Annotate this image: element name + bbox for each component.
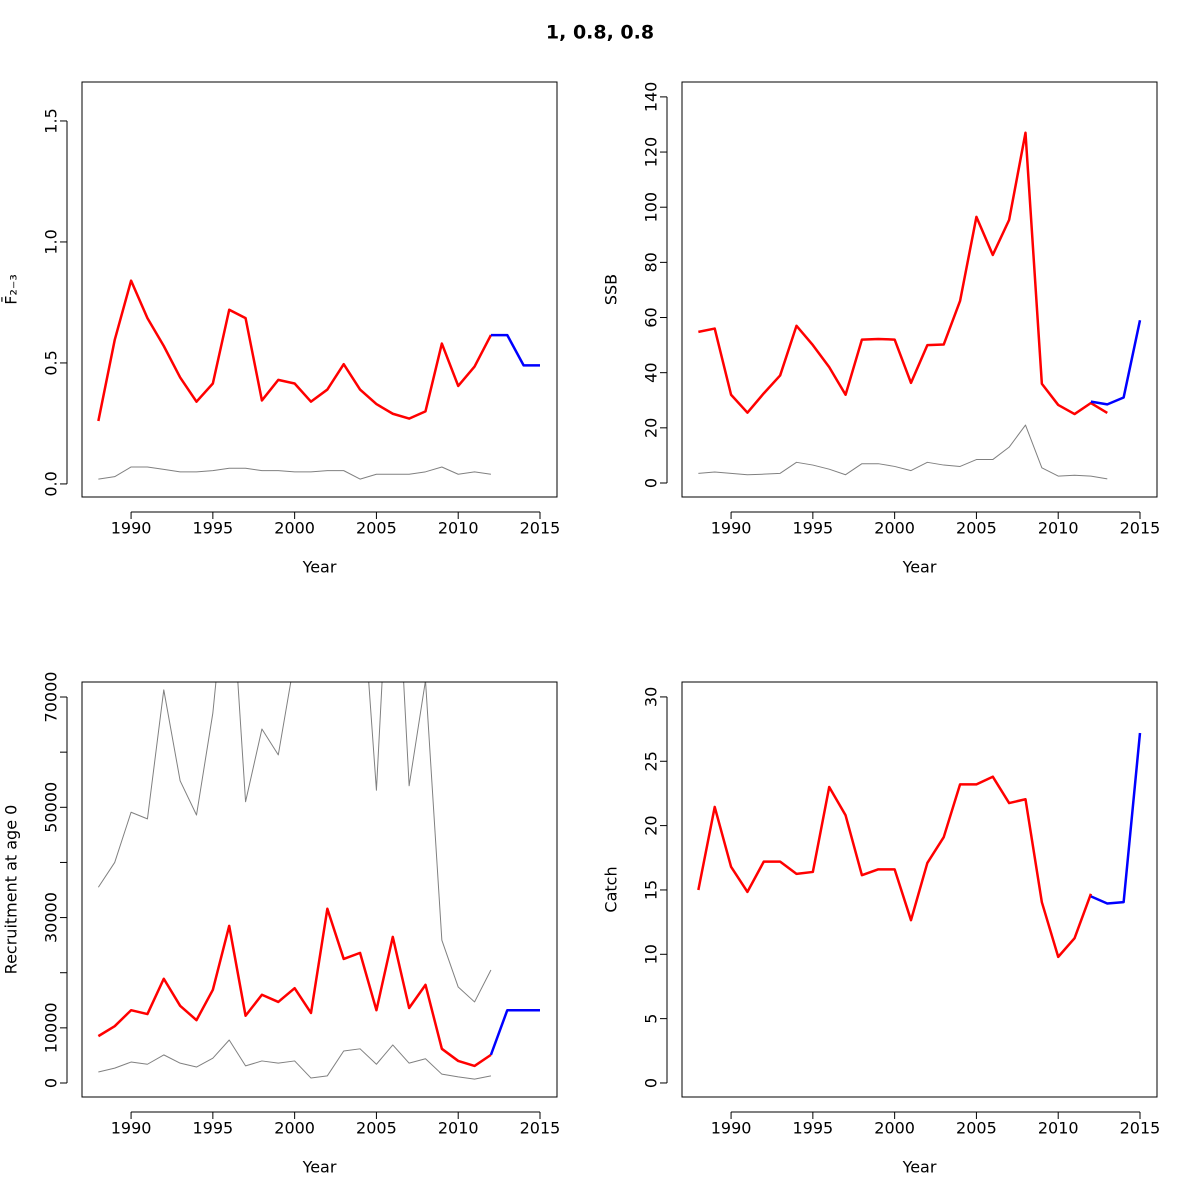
y-tick-label: 70000 [42,672,61,723]
y-tick-label: 50000 [42,782,61,833]
y-tick-label: 140 [642,82,661,113]
x-tick-label: 2005 [356,1119,397,1138]
x-tick-label: 1990 [111,519,152,538]
x-tick-label: 1995 [792,1119,833,1138]
plot-area [698,131,1142,480]
x-axis-label: Year [302,1158,337,1177]
plot-box [681,681,1158,1098]
x-tick-label: 1995 [192,1119,233,1138]
y-tick-label: 5 [642,1014,661,1024]
x-axis-label: Year [902,558,937,577]
y-tick-label: 40 [642,362,661,382]
x-tick-label: 2010 [1038,1119,1079,1138]
y-tick-label: 10000 [42,1002,61,1053]
y-axis-label: Recruitment at age 0 [2,805,21,975]
y-tick-label: 20 [642,418,661,438]
x-tick-label: 2005 [356,519,397,538]
x-tick-label: 1990 [711,1119,752,1138]
x-tick-label: 2005 [956,519,997,538]
y-tick-label: 0 [642,1078,661,1088]
y-tick-label: 1.0 [42,229,61,254]
y-tick-label: 120 [642,137,661,168]
x-tick-label: 2000 [274,1119,315,1138]
data-line [97,907,492,1068]
plot-box [81,81,558,498]
data-line [97,682,492,1003]
y-tick-label: 0 [42,1078,61,1088]
y-tick-label: 1.5 [42,108,61,133]
data-line [698,424,1108,480]
y-tick-label: 15 [642,880,661,900]
data-line [489,1008,540,1056]
data-line [490,333,540,367]
x-tick-label: 2015 [1120,1119,1161,1138]
y-tick-label: 60 [642,307,661,327]
x-tick-label: 2015 [520,1119,561,1138]
y-tick-label: 0 [642,478,661,488]
x-tick-label: 2000 [874,1119,915,1138]
x-axis-label: Year [302,558,337,577]
y-axis-label: Catch [602,866,621,912]
y-tick-label: 100 [642,192,661,223]
y-tick-label: 0.0 [42,471,61,496]
y-axis-label: SSB [602,274,621,305]
data-line [98,466,491,480]
y-tick-label: 20 [642,815,661,835]
y-tick-label: 0.5 [42,350,61,375]
x-tick-label: 2000 [274,519,315,538]
y-axis-label: F̄₂₋₃ [2,274,21,304]
x-tick-label: 1995 [192,519,233,538]
plot-box [81,681,558,1098]
data-line [1090,732,1142,905]
x-tick-label: 2010 [438,519,479,538]
x-tick-label: 2015 [520,519,561,538]
x-axis-label: Year [902,1158,937,1177]
x-tick-label: 2005 [956,1119,997,1138]
plot-box [681,81,1158,498]
plot-area [97,682,540,1080]
figure-title: 1, 0.8, 0.8 [546,22,654,44]
plot-area [697,732,1142,959]
data-line [1090,320,1142,406]
y-tick-label: 30000 [42,892,61,943]
y-tick-label: 80 [642,252,661,272]
y-tick-label: 10 [642,944,661,964]
data-line [98,1039,492,1080]
plot-area [97,279,540,480]
x-tick-label: 2010 [1038,519,1079,538]
x-tick-label: 1990 [111,1119,152,1138]
x-tick-label: 2015 [1120,519,1161,538]
x-tick-label: 2000 [874,519,915,538]
data-line [697,775,1093,959]
y-tick-label: 30 [642,687,661,707]
x-tick-label: 2010 [438,1119,479,1138]
data-line [97,279,493,422]
data-line [698,131,1108,416]
x-tick-label: 1995 [792,519,833,538]
x-tick-label: 1990 [711,519,752,538]
y-tick-label: 25 [642,751,661,771]
